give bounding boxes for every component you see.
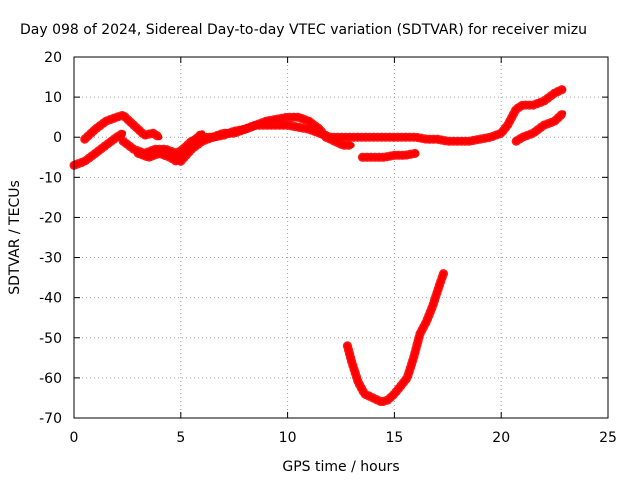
series-markers-segment-e (176, 112, 357, 166)
x-tick-label: 5 (176, 430, 185, 446)
y-tick-label: -50 (39, 331, 62, 347)
series-layer (69, 84, 568, 407)
series-markers-segment-b (80, 110, 164, 144)
x-axis-title: GPS time / hours (282, 459, 399, 475)
series-markers-segment-f (357, 148, 421, 162)
y-tick-label: 0 (53, 130, 62, 146)
y-tick-label: -40 (39, 291, 62, 307)
grid-layer (74, 57, 608, 418)
y-tick-label: -10 (39, 170, 62, 186)
series-markers-segment-d (133, 128, 207, 166)
x-tick-label: 10 (279, 430, 297, 446)
series-markers-segment-h (342, 269, 448, 407)
chart-title: Day 098 of 2024, Sidereal Day-to-day VTE… (20, 22, 587, 38)
y-tick-label: -20 (39, 210, 62, 226)
x-tick-label: 15 (385, 430, 403, 446)
series-markers-segment-a (69, 128, 128, 170)
y-tick-label: 10 (44, 90, 62, 106)
x-tick-label: 0 (70, 430, 79, 446)
plot-frame (73, 56, 609, 419)
tick-layer: 0 5 10 15 20 25 20 10 0 -10 -20 -30 -40 -50 -60 -70 (39, 50, 617, 446)
x-tick-label: 20 (492, 430, 510, 446)
y-tick-label: -60 (39, 371, 62, 387)
x-tick-label: 25 (599, 430, 617, 446)
y-tick-label: -70 (39, 411, 62, 427)
y-axis-title: SDTVAR / TECUs (7, 180, 23, 295)
series-markers-segment-g (511, 108, 568, 146)
y-tick-label: 20 (44, 50, 62, 66)
y-tick-label: -30 (39, 251, 62, 267)
